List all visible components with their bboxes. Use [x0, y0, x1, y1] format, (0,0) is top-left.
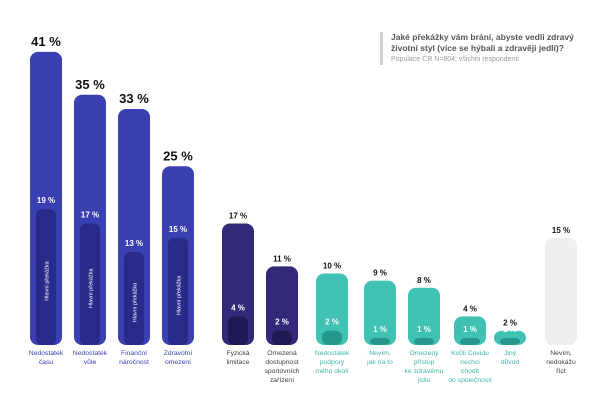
- bar-total-label: 2 %: [503, 319, 517, 328]
- category-label: Zdravotní omezení: [164, 350, 193, 366]
- bar-total-label: 15 %: [552, 226, 570, 235]
- bar-main-label: 2 %: [275, 318, 289, 327]
- bar-main: [272, 330, 292, 345]
- bar-main: [500, 337, 520, 345]
- bar-main-label: 1 %: [463, 325, 477, 334]
- category-label: Omezený přístup ke zdravému jídlu: [405, 350, 444, 384]
- bar-total-label: 8 %: [417, 276, 431, 285]
- bar-main-label: 2 %: [325, 318, 339, 327]
- category-label: Nevím, nedokážu říct: [546, 350, 576, 375]
- bar-main: [460, 337, 480, 345]
- bar-total-label: 25 %: [163, 148, 193, 163]
- bar-main: [168, 237, 188, 345]
- bar-total-label: 33 %: [119, 91, 149, 106]
- bar-main-label: 13 %: [125, 239, 143, 248]
- bar-main: [80, 223, 100, 345]
- bar-total-label: 17 %: [229, 211, 247, 220]
- bar-total: [454, 316, 486, 345]
- bar-main: [228, 316, 248, 345]
- bar-main: [36, 209, 56, 345]
- category-label: Nevím, jak na to: [366, 350, 393, 366]
- category-label: Nedostatek času: [29, 350, 64, 366]
- bar-main-label: 19 %: [37, 196, 55, 205]
- bar-main: [322, 330, 342, 345]
- bar-total: [545, 237, 577, 345]
- bar-main-label: 1 %: [373, 325, 387, 334]
- category-label: Finanční náročnost: [119, 350, 149, 366]
- category-label: Nedostatek podpory mého okolí: [315, 350, 350, 375]
- bar-total-label: 4 %: [463, 304, 477, 313]
- bar-main-label: 1 %: [503, 325, 517, 334]
- category-label: Kvůli Covidu nechci chodit do společnosti: [448, 349, 492, 384]
- category-label: Nedostatek vůle: [73, 350, 108, 366]
- bar-main: [124, 252, 144, 345]
- bar-main-caption: Hlavní překážka: [133, 282, 139, 322]
- bar-total-label: 35 %: [75, 77, 105, 92]
- category-label: Omezená dostupnost sportovních zařízení: [264, 350, 299, 384]
- question-box: Jaké překážky vám brání, abyste vedli zd…: [380, 32, 596, 65]
- bar-main-caption: Hlavní překážka: [45, 260, 51, 300]
- bar-total-label: 41 %: [31, 34, 61, 49]
- bar-main-label: 1 %: [417, 325, 431, 334]
- category-label: Jiný důvod: [501, 350, 520, 366]
- bar-total-label: 10 %: [323, 262, 341, 271]
- bar-main: [414, 337, 434, 345]
- bar-main-label: 4 %: [231, 303, 245, 312]
- bar-main: [370, 337, 390, 345]
- bar-total: [316, 273, 348, 345]
- bar-total: [408, 287, 440, 345]
- bar-main-caption: Hlavní překážka: [89, 268, 95, 308]
- bar-main-caption: Hlavní překážka: [177, 275, 183, 315]
- bar-total: [364, 280, 396, 345]
- chart-title: Jaké překážky vám brání, abyste vedli zd…: [391, 32, 574, 53]
- bar-total: [266, 266, 298, 345]
- bar-main-label: 15 %: [169, 225, 187, 234]
- chart-subtitle: Populace ČR N=804; všichni respondenti: [391, 56, 519, 63]
- bar-main-label: 17 %: [81, 210, 99, 219]
- bar-total: [222, 223, 254, 345]
- bar-total-label: 11 %: [273, 254, 291, 263]
- bar-total-label: 9 %: [373, 269, 387, 278]
- category-label: Fyzická limitace: [226, 350, 249, 366]
